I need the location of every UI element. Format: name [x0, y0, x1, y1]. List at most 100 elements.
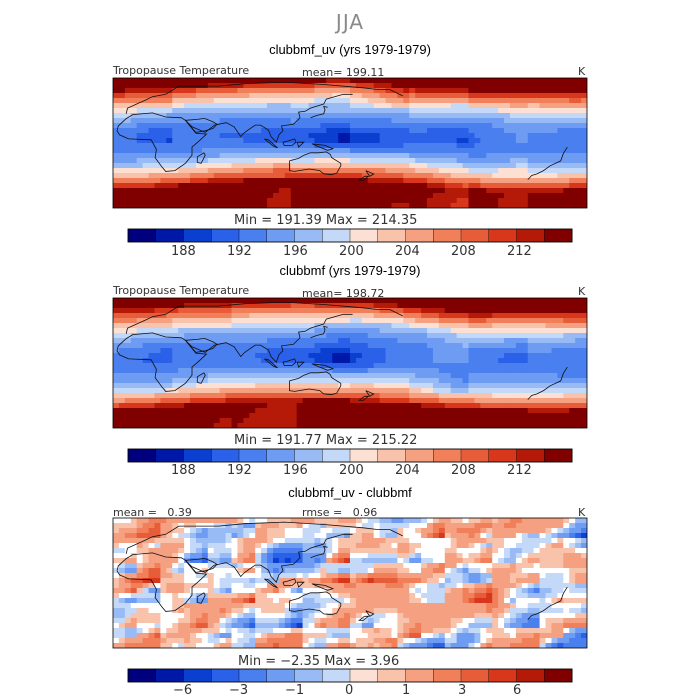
field-cell — [533, 353, 541, 359]
field-cell — [427, 128, 434, 134]
field-cell — [581, 538, 587, 544]
field-cell — [142, 308, 150, 314]
field-cell — [539, 98, 547, 104]
field-cell — [432, 523, 440, 529]
panel-1-min-value: 191.39 — [276, 213, 322, 228]
field-cell — [521, 128, 529, 134]
field-cell — [195, 528, 203, 534]
field-cell — [190, 403, 197, 409]
field-cell — [166, 178, 173, 184]
field-cell — [172, 108, 179, 114]
field-cell — [438, 98, 446, 104]
field-cell — [261, 148, 268, 154]
field-cell — [432, 148, 440, 154]
field-cell — [113, 318, 120, 324]
field-cell — [344, 163, 351, 169]
field-cell — [456, 388, 464, 394]
field-cell — [219, 418, 227, 424]
field-cell — [261, 298, 268, 304]
field-cell — [462, 338, 470, 344]
field-cell — [113, 148, 120, 154]
field-cell — [154, 363, 161, 369]
field-cell — [207, 423, 215, 428]
field-cell — [201, 333, 209, 339]
field-cell — [326, 128, 333, 134]
field-cell — [320, 173, 327, 179]
field-cell — [296, 548, 304, 554]
field-cell — [243, 548, 250, 554]
field-cell — [385, 383, 393, 389]
field-cell — [154, 338, 161, 344]
field-cell — [350, 153, 357, 159]
field-cell — [361, 333, 369, 339]
field-cell — [521, 88, 529, 94]
field-cell — [272, 398, 280, 404]
field-cell — [432, 538, 440, 544]
panel-3-title: clubbmf_uv - clubbmf — [288, 485, 412, 500]
field-cell — [190, 548, 197, 554]
field-cell — [326, 358, 333, 364]
field-cell — [213, 78, 221, 84]
field-cell — [421, 183, 428, 189]
field-cell — [367, 313, 375, 319]
field-cell — [575, 383, 582, 389]
field-cell — [326, 183, 333, 189]
field-cell — [243, 363, 250, 369]
field-cell — [272, 358, 280, 364]
field-cell — [403, 168, 410, 174]
field-cell — [344, 173, 351, 179]
field-cell — [231, 353, 239, 359]
field-cell — [350, 308, 357, 314]
field-cell — [154, 343, 161, 349]
field-cell — [326, 528, 333, 534]
field-cell — [427, 158, 434, 164]
field-cell — [130, 318, 138, 324]
field-cell — [486, 538, 493, 544]
field-cell — [148, 418, 156, 424]
field-cell — [521, 403, 529, 409]
field-cell — [184, 188, 191, 194]
field-cell — [504, 298, 511, 304]
field-cell — [563, 403, 570, 409]
field-cell — [415, 203, 422, 208]
field-cell — [338, 98, 345, 104]
field-cell — [468, 128, 476, 134]
field-cell — [515, 398, 523, 404]
field-cell — [207, 298, 215, 304]
field-cell — [533, 313, 541, 319]
field-cell — [527, 183, 535, 189]
field-cell — [190, 378, 197, 384]
field-cell — [290, 138, 298, 144]
field-cell — [148, 333, 156, 339]
field-cell — [136, 123, 144, 129]
field-cell — [332, 118, 339, 124]
field-cell — [474, 158, 481, 164]
field-cell — [533, 368, 541, 374]
field-cell — [373, 558, 381, 564]
field-cell — [361, 348, 369, 354]
field-cell — [213, 153, 221, 159]
field-cell — [184, 533, 191, 539]
field-cell — [539, 548, 547, 554]
field-cell — [296, 333, 304, 339]
field-cell — [545, 378, 553, 384]
field-cell — [190, 183, 197, 189]
field-cell — [243, 113, 250, 119]
field-cell — [415, 558, 422, 564]
field-cell — [350, 343, 357, 349]
field-cell — [142, 298, 150, 304]
field-cell — [113, 98, 120, 104]
field-cell — [515, 103, 523, 109]
field-cell — [563, 123, 570, 129]
field-cell — [515, 343, 523, 349]
field-cell — [421, 298, 428, 304]
field-cell — [314, 558, 321, 564]
field-cell — [201, 343, 209, 349]
field-cell — [178, 128, 185, 134]
field-cell — [338, 113, 345, 119]
panel-3-max-label: Max = — [324, 654, 367, 669]
field-cell — [213, 408, 221, 414]
field-cell — [219, 388, 227, 394]
field-cell — [344, 423, 351, 428]
field-cell — [575, 78, 582, 84]
